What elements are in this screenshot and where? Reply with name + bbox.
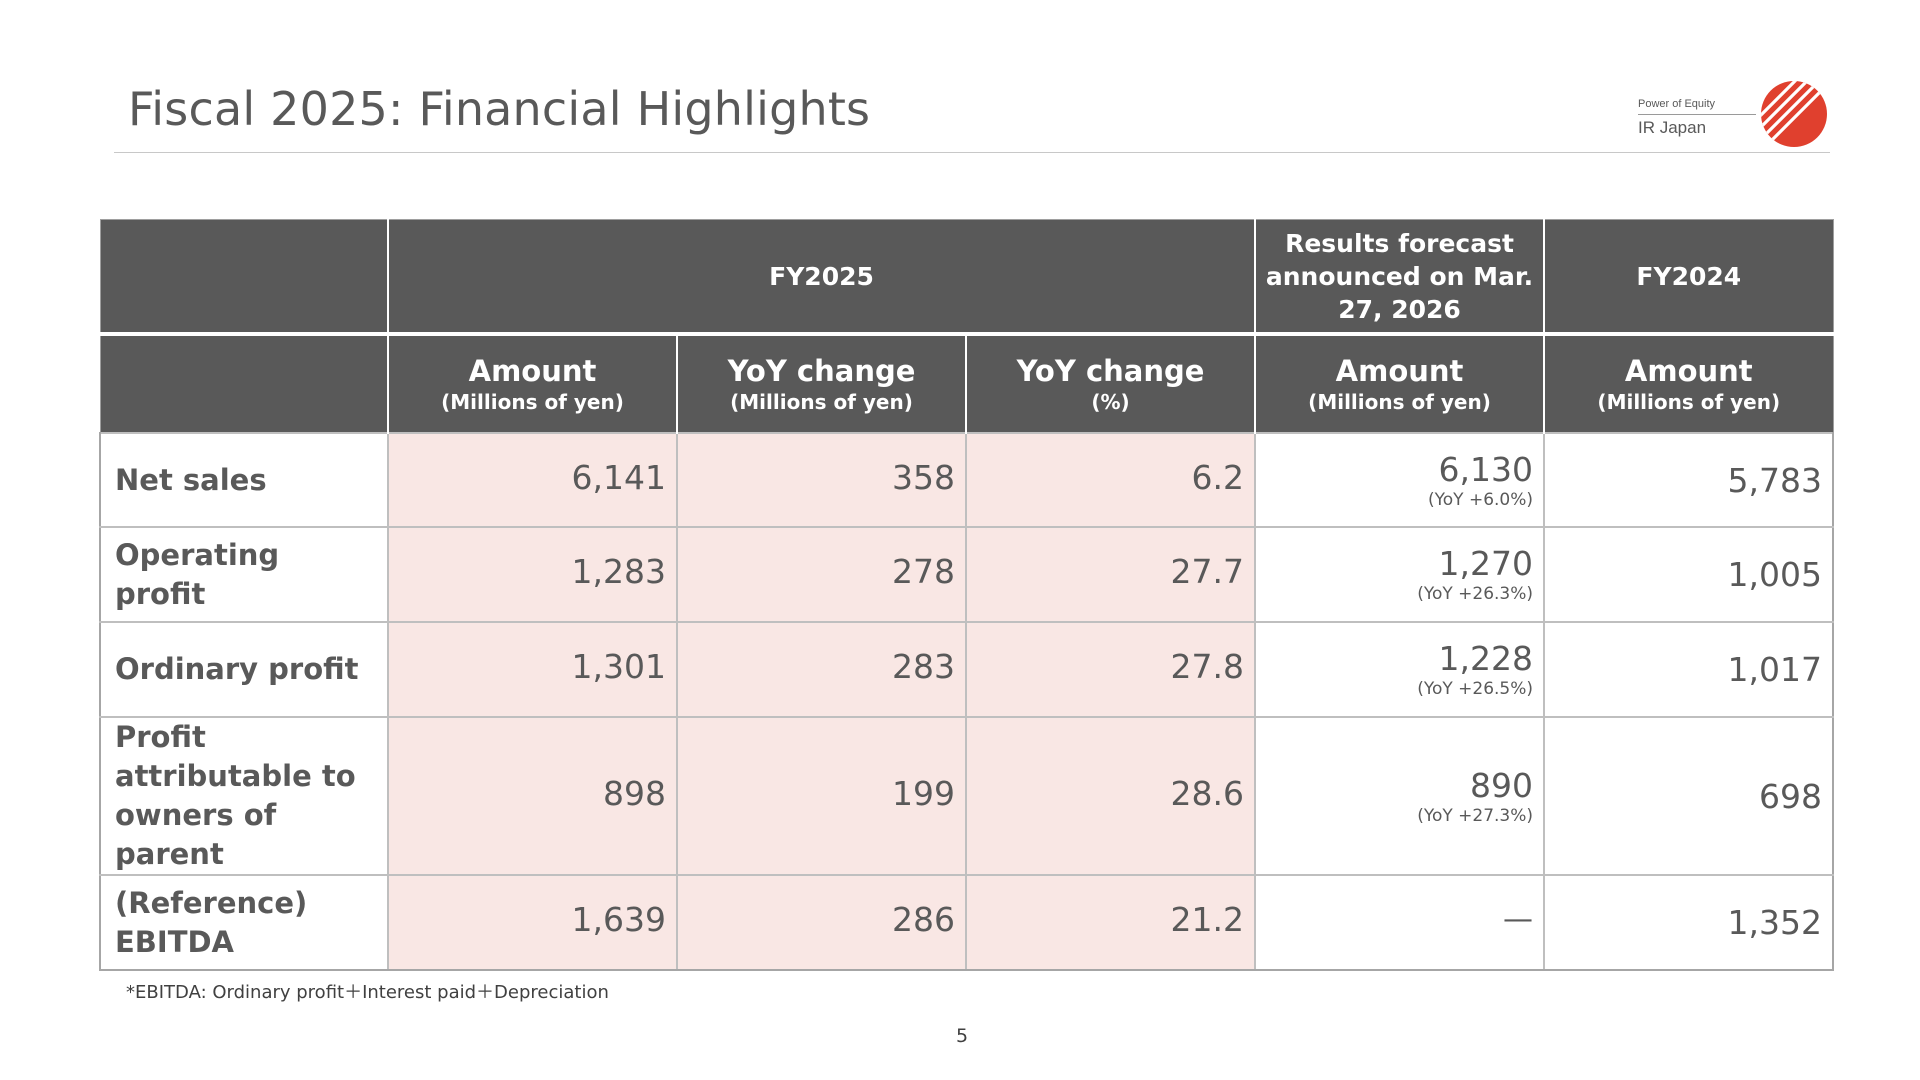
row-label: Ordinary profit [99, 621, 389, 718]
column-header-unit: (Millions of yen) [1597, 390, 1781, 415]
header-fy2024: FY2024 [1543, 219, 1834, 336]
forecast-value: 6,130 [1438, 449, 1534, 489]
cell-value: 1,301 [571, 647, 666, 686]
header-corner-top [99, 219, 389, 336]
cell-value: 278 [892, 552, 955, 591]
cell-value: 27.7 [1170, 552, 1245, 591]
cell-amount: 898 [387, 716, 678, 876]
column-header-main: YoY change [727, 353, 916, 388]
column-header-yoy-yen: YoY change (Millions of yen) [676, 334, 967, 433]
logo-brand: IR Japan [1638, 118, 1707, 137]
cell-forecast: — [1254, 874, 1546, 971]
cell-value: 358 [892, 457, 955, 497]
cell-fy2024: 1,017 [1543, 621, 1835, 718]
cell-yoy-pct: 28.6 [964, 716, 1257, 876]
forecast-value: 890 [1470, 765, 1534, 805]
table-row-ordinary-profit: Ordinary profit 1,301 283 27.8 1,228 (Yo… [99, 621, 1835, 718]
column-header-unit: (%) [1091, 390, 1130, 415]
column-header-unit: (Millions of yen) [441, 390, 624, 415]
cell-value: 1,352 [1727, 903, 1823, 942]
cell-yoy-yen: 283 [676, 621, 967, 718]
column-header-main: Amount [1624, 353, 1753, 388]
row-label: (Reference) EBITDA [99, 874, 389, 971]
cell-forecast: 1,228 (YoY +26.5%) [1254, 621, 1546, 718]
page-title: Fiscal 2025: Financial Highlights [128, 82, 871, 136]
cell-fy2024: 5,783 [1543, 432, 1835, 528]
cell-yoy-yen: 286 [676, 874, 967, 971]
cell-value: 1,017 [1727, 650, 1823, 689]
cell-value: 6.2 [1191, 457, 1245, 497]
table-row-profit-attributable: Profit attributable to owners of parent … [99, 716, 1835, 876]
cell-amount: 6,141 [387, 432, 678, 528]
cell-value: 6,141 [571, 457, 666, 497]
row-label: Profit attributable to owners of parent [99, 716, 389, 876]
cell-fy2024: 1,352 [1543, 874, 1835, 971]
header-corner-bottom [99, 334, 389, 433]
column-header-fy2024-amount: Amount (Millions of yen) [1543, 334, 1834, 433]
table-row-ebitda: (Reference) EBITDA 1,639 286 21.2 — 1,35… [99, 874, 1835, 971]
cell-yoy-yen: 278 [676, 526, 967, 623]
column-header-forecast-amount: Amount (Millions of yen) [1254, 334, 1546, 433]
cell-value: 27.8 [1170, 647, 1245, 686]
forecast-value: 1,270 [1438, 544, 1534, 583]
column-header-main: YoY change [1016, 353, 1205, 388]
cell-value: 898 [603, 773, 666, 813]
forecast-yoy: (YoY +26.5%) [1417, 679, 1534, 699]
cell-fy2024: 698 [1543, 716, 1835, 876]
cell-forecast: 1,270 (YoY +26.3%) [1254, 526, 1546, 623]
cell-value: 1,283 [571, 552, 666, 591]
group-header-row: FY2025 Results forecast announced on Mar… [99, 219, 1834, 336]
cell-value: 21.2 [1170, 900, 1245, 939]
row-label: Net sales [99, 432, 389, 528]
table-row-operating-profit: Operating profit 1,283 278 27.7 1,270 (Y… [99, 526, 1835, 623]
column-header-amount: Amount (Millions of yen) [387, 334, 678, 433]
cell-fy2024: 1,005 [1543, 526, 1835, 623]
cell-amount: 1,639 [387, 874, 678, 971]
cell-yoy-pct: 27.7 [964, 526, 1257, 623]
forecast-yoy: (YoY +26.3%) [1417, 584, 1534, 604]
forecast-yoy: (YoY +6.0%) [1428, 489, 1534, 510]
cell-yoy-yen: 199 [676, 716, 967, 876]
logo-tagline: Power of Equity [1638, 98, 1716, 110]
column-header-main: Amount [1335, 353, 1464, 388]
cell-value: 199 [892, 773, 955, 813]
cell-yoy-yen: 358 [676, 432, 967, 528]
column-header-unit: (Millions of yen) [730, 390, 913, 415]
cell-forecast: 890 (YoY +27.3%) [1254, 716, 1546, 876]
cell-value: 1,005 [1727, 555, 1823, 594]
logo-divider [1638, 114, 1756, 115]
cell-value: 1,639 [571, 900, 666, 939]
cell-yoy-pct: 6.2 [964, 432, 1257, 528]
financial-highlights-table: FY2025 Results forecast announced on Mar… [99, 219, 1835, 971]
header-forecast: Results forecast announced on Mar. 27, 2… [1254, 219, 1546, 336]
forecast-value: 1,228 [1438, 639, 1534, 678]
column-header-yoy-pct: YoY change (%) [964, 334, 1257, 433]
page-number: 5 [955, 1025, 969, 1047]
cell-value: 28.6 [1170, 773, 1245, 813]
column-header-unit: (Millions of yen) [1308, 390, 1491, 415]
forecast-value: — [1503, 902, 1534, 937]
ebitda-footnote: *EBITDA: Ordinary profit＋Interest paid＋D… [126, 982, 609, 1003]
cell-value: 698 [1759, 776, 1823, 816]
cell-amount: 1,283 [387, 526, 678, 623]
cell-value: 286 [892, 900, 955, 939]
cell-forecast: 6,130 (YoY +6.0%) [1254, 432, 1546, 528]
forecast-yoy: (YoY +27.3%) [1417, 805, 1534, 826]
cell-yoy-pct: 21.2 [964, 874, 1257, 971]
cell-yoy-pct: 27.8 [964, 621, 1257, 718]
column-header-row: Amount (Millions of yen) YoY change (Mil… [99, 334, 1834, 433]
title-divider [114, 152, 1830, 153]
cell-value: 283 [892, 647, 955, 686]
logo-mark-icon [1761, 81, 1827, 147]
row-label: Operating profit [99, 526, 389, 623]
table-row-net-sales: Net sales 6,141 358 6.2 6,130 (YoY +6.0%… [99, 432, 1835, 528]
cell-value: 5,783 [1727, 460, 1823, 500]
company-logo: Power of Equity IR Japan [1638, 80, 1830, 147]
column-header-main: Amount [468, 353, 597, 388]
cell-amount: 1,301 [387, 621, 678, 718]
header-fy2025: FY2025 [386, 219, 1257, 336]
